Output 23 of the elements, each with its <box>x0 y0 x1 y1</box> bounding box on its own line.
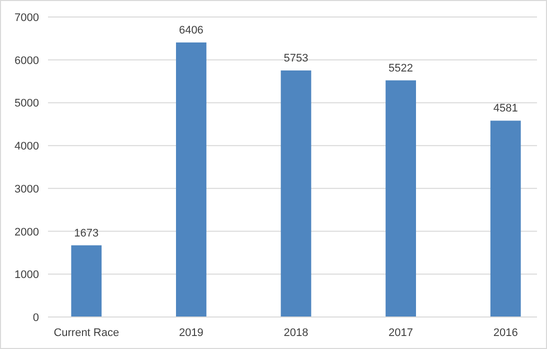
data-label: 5753 <box>284 52 308 64</box>
y-tick-label: 3000 <box>14 183 39 196</box>
x-tick-label: 2019 <box>178 327 204 339</box>
y-tick-label: 7000 <box>14 12 39 24</box>
x-tick-label: 2018 <box>284 327 308 339</box>
y-tick-label: 6000 <box>14 54 39 67</box>
y-tick-label: 1000 <box>14 269 39 282</box>
data-label: 1673 <box>74 227 99 240</box>
data-label: 4581 <box>493 102 518 115</box>
bar <box>176 42 206 317</box>
data-label: 6406 <box>178 24 204 36</box>
x-tick-label: 2017 <box>388 327 414 339</box>
bar <box>71 245 102 317</box>
bar <box>386 80 416 317</box>
x-tick-label: 2016 <box>493 327 518 339</box>
y-tick-label: 4000 <box>14 140 39 153</box>
bar <box>490 120 521 317</box>
data-label: 5522 <box>388 62 414 74</box>
y-tick-label: 0 <box>32 312 39 324</box>
y-tick-label: 5000 <box>14 98 39 110</box>
y-tick-label: 2000 <box>14 226 39 238</box>
bar <box>280 70 312 317</box>
x-tick-label: Current Race <box>54 327 120 339</box>
